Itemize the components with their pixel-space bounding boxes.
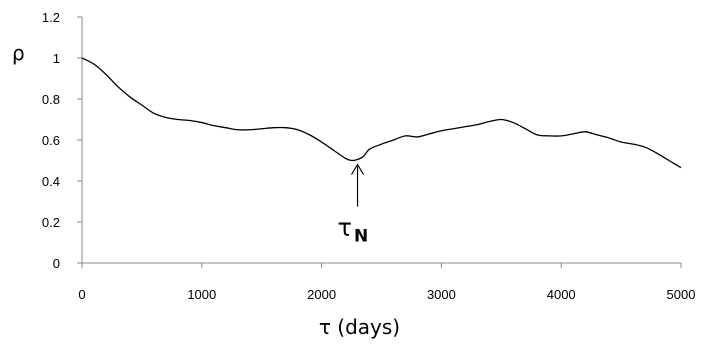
y-tick-label: 0: [53, 256, 60, 271]
y-tick-label: 1: [53, 51, 60, 66]
x-axis: 0 1000 2000 3000 4000 5000: [78, 262, 696, 302]
x-axis-title: τ (days): [319, 315, 400, 339]
y-axis: 0 0.2 0.4 0.6 0.8 1 1.2: [42, 10, 83, 271]
annotation-arrow-head: [351, 163, 365, 175]
x-tick-label: 5000: [667, 287, 696, 302]
y-tick-label: 0.6: [42, 133, 60, 148]
y-tick-label: 0.4: [42, 174, 60, 189]
x-tick-label: 4000: [547, 287, 576, 302]
x-tick-label: 2000: [307, 287, 336, 302]
y-tick-label: 0.2: [42, 215, 60, 230]
y-axis-title: ρ: [12, 41, 25, 65]
x-tick-label: 3000: [427, 287, 456, 302]
annotation-subscript: N: [354, 227, 368, 247]
series-line: [81, 57, 682, 169]
x-tick-label: 1000: [187, 287, 216, 302]
y-tick-label: 0.8: [42, 92, 60, 107]
y-tick-label: 1.2: [42, 10, 60, 25]
series-group: [81, 57, 682, 169]
annotation-symbol: τ: [338, 214, 352, 242]
x-tick-label: 0: [78, 287, 85, 302]
